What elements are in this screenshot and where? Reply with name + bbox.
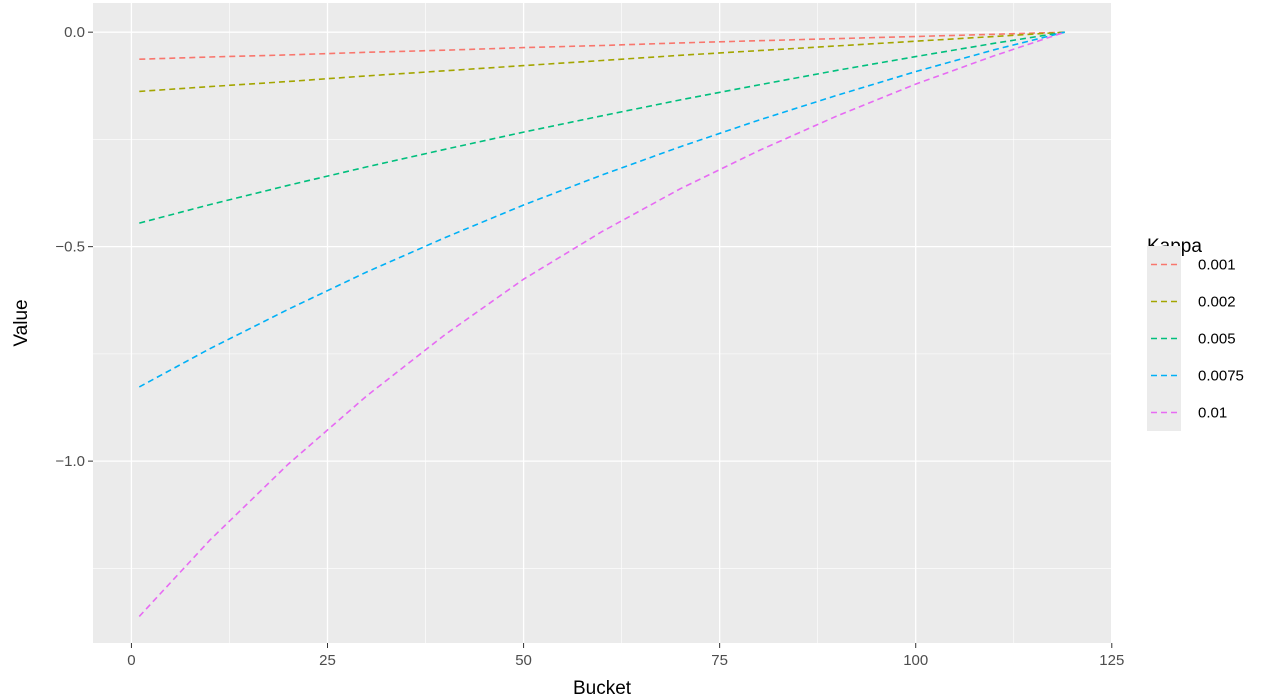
legend-label: 0.005 [1198, 331, 1236, 348]
x-tick-label: 125 [1099, 652, 1124, 669]
y-axis-title: Value [11, 299, 32, 346]
legend-items: 0.001 0.002 0.005 0.0075 0.01 [1147, 246, 1244, 431]
x-tick-label: 100 [903, 652, 928, 669]
x-axis-title: Bucket [573, 678, 632, 698]
legend-item: 0.01 [1147, 394, 1227, 431]
series-line-0.002 [139, 31, 1065, 93]
series-line-0.001 [139, 31, 1065, 60]
series-lines [138, 31, 1065, 617]
legend-item: 0.001 [1147, 246, 1236, 283]
legend-label: 0.0075 [1198, 368, 1244, 385]
legend-label: 0.001 [1198, 257, 1236, 274]
y-axis: 0.0 −0.5 −1.0 [55, 24, 93, 470]
x-tick-label: 25 [319, 652, 336, 669]
minor-gridlines [93, 3, 1111, 643]
y-tick-label: 0.0 [64, 24, 85, 41]
x-axis: 0 25 50 75 100 125 [127, 643, 1124, 669]
plot-panel [93, 3, 1111, 643]
x-tick-label: 50 [515, 652, 532, 669]
y-tick-label: −0.5 [55, 239, 85, 256]
legend-label: 0.002 [1198, 294, 1236, 311]
legend-item: 0.0075 [1147, 357, 1244, 394]
series-line-0.005 [139, 31, 1065, 224]
y-tick-label: −1.0 [55, 453, 85, 470]
major-gridlines [93, 3, 1113, 643]
series-line-0.01 [138, 31, 1065, 617]
x-tick-label: 0 [127, 652, 135, 669]
x-tick-label: 75 [711, 652, 728, 669]
legend-item: 0.002 [1147, 283, 1236, 320]
legend-label: 0.01 [1198, 405, 1227, 422]
legend-item: 0.005 [1147, 320, 1236, 357]
